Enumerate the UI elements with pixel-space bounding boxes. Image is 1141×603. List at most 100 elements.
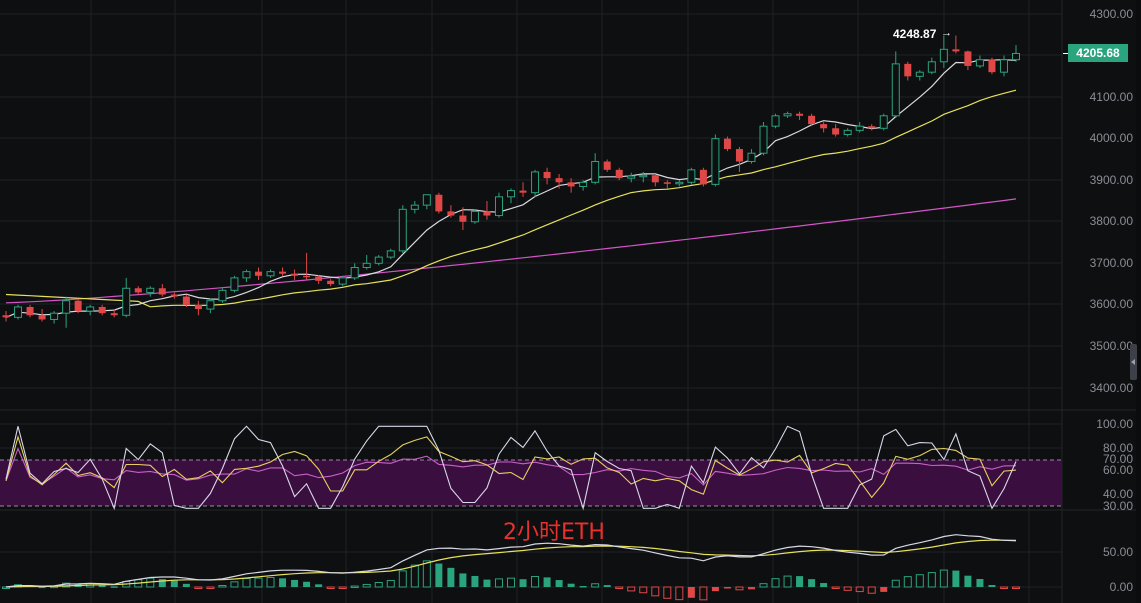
- candle-body-down: [615, 169, 623, 179]
- candle-body-down: [832, 128, 840, 135]
- candle-body-up: [470, 210, 479, 223]
- candle-body-up: [338, 277, 347, 285]
- candle-body-down: [435, 194, 443, 212]
- macd-histogram-bar: [855, 586, 864, 593]
- candle-body-up: [122, 287, 131, 316]
- candle-body-down: [2, 315, 10, 318]
- candle-body-down: [194, 304, 202, 310]
- macd-dea-line: [5, 539, 1017, 588]
- axis-tick-label: 3400.00: [1089, 381, 1133, 395]
- macd-histogram-bar: [110, 586, 118, 588]
- candle-body-up: [975, 59, 984, 67]
- macd-histogram-bar: [783, 575, 792, 588]
- candle-body-up: [771, 115, 780, 127]
- macd-histogram-bar: [471, 575, 479, 587]
- macd-histogram-bar: [796, 576, 804, 587]
- candle-body-up: [266, 271, 275, 277]
- candle-body-down: [796, 113, 804, 116]
- macd-histogram-bar: [422, 560, 431, 588]
- axis-tick-label: 30.00: [1102, 499, 1133, 513]
- axis-tick-label: 100.00: [1096, 417, 1133, 431]
- macd-histogram-bar: [952, 570, 960, 587]
- candle-body-up: [146, 287, 155, 293]
- macd-histogram-bar: [1012, 586, 1020, 589]
- macd-histogram-bar: [903, 576, 912, 588]
- candle-body-down: [651, 175, 659, 183]
- candle-body-up: [927, 61, 936, 73]
- macd-histogram-bar: [494, 578, 503, 588]
- macd-histogram-bar: [182, 583, 190, 587]
- macd-histogram-bar: [999, 586, 1008, 589]
- candle-body-up: [62, 300, 71, 314]
- candle-body-down: [964, 51, 972, 66]
- macd-histogram-bar: [206, 586, 215, 589]
- candle-body-up: [591, 161, 600, 183]
- candle-body-down: [170, 294, 178, 297]
- candle-body-down: [820, 124, 828, 129]
- macd-histogram-bar: [303, 581, 311, 587]
- candle-body-up: [579, 181, 588, 187]
- macd-histogram-bar: [603, 585, 611, 587]
- macd-histogram-bar: [759, 583, 768, 588]
- macd-histogram-bar: [639, 586, 648, 594]
- candle-body-up: [531, 171, 540, 194]
- candle-body-up: [1012, 52, 1020, 61]
- candle-body-up: [218, 289, 227, 302]
- macd-histogram-bar: [507, 577, 515, 588]
- candle-body-down: [699, 169, 707, 185]
- rsi-fast-line: [5, 425, 1017, 511]
- macd-histogram-bar: [723, 587, 731, 589]
- macd-histogram-bar: [38, 586, 46, 589]
- candle-body-down: [110, 313, 118, 316]
- macd-histogram-bar: [927, 572, 936, 588]
- panel-collapse-handle[interactable]: [1130, 344, 1137, 380]
- candle-body-down: [988, 59, 996, 73]
- rsi-slow-line: [5, 447, 1017, 486]
- axis-tick-label: 40.00: [1102, 487, 1133, 501]
- macd-histogram-bar: [230, 581, 239, 588]
- candle-body-up: [494, 196, 503, 217]
- macd-histogram-bar: [651, 586, 660, 597]
- last-price-tick: [1063, 53, 1068, 54]
- axis-tick-label: 70.00: [1102, 452, 1133, 466]
- candle-body-down: [904, 63, 912, 77]
- candle-body-down: [303, 275, 311, 278]
- macd-histogram-bar: [326, 586, 335, 589]
- macd-histogram-bar: [988, 585, 996, 587]
- macd-histogram-bar: [687, 587, 695, 598]
- candle-body-up: [230, 277, 239, 291]
- candle-body-up: [242, 271, 251, 279]
- candle-body-down: [134, 288, 142, 293]
- candle-body-down: [74, 300, 82, 312]
- axis-tick-label: 4000.00: [1089, 131, 1133, 145]
- rsi-mid-line: [5, 434, 1017, 499]
- macd-histogram-bar: [410, 564, 419, 588]
- candle-body-down: [952, 49, 960, 52]
- candle-body-up: [939, 48, 948, 63]
- candle-body-down: [868, 126, 876, 129]
- macd-histogram-bar: [627, 586, 636, 592]
- axis-tick-label: 3800.00: [1089, 214, 1133, 228]
- axis-tick-label: 60.00: [1102, 463, 1133, 477]
- macd-histogram-bar: [386, 579, 395, 588]
- macd-histogram-bar: [254, 577, 263, 588]
- macd-histogram-bar: [699, 586, 708, 601]
- candle-body-up: [843, 129, 852, 136]
- axis-tick-label: 3600.00: [1089, 297, 1133, 311]
- candle-body-down: [663, 182, 671, 184]
- macd-histogram-bar: [350, 585, 359, 589]
- axis-tick-label: 50.00: [1102, 545, 1133, 559]
- candle-body-down: [483, 211, 491, 216]
- candle-body-down: [38, 315, 46, 320]
- axis-tick-label: 0.00: [1109, 580, 1133, 594]
- axis-tick-label: 3500.00: [1089, 339, 1133, 353]
- macd-histogram-bar: [519, 579, 527, 587]
- macd-histogram-bar: [579, 586, 587, 588]
- macd-histogram-bar: [915, 574, 924, 588]
- macd-histogram-bar: [242, 578, 251, 588]
- candle-body-up: [386, 250, 395, 258]
- macd-dif-line: [5, 534, 1017, 588]
- candle-body-up: [999, 59, 1008, 73]
